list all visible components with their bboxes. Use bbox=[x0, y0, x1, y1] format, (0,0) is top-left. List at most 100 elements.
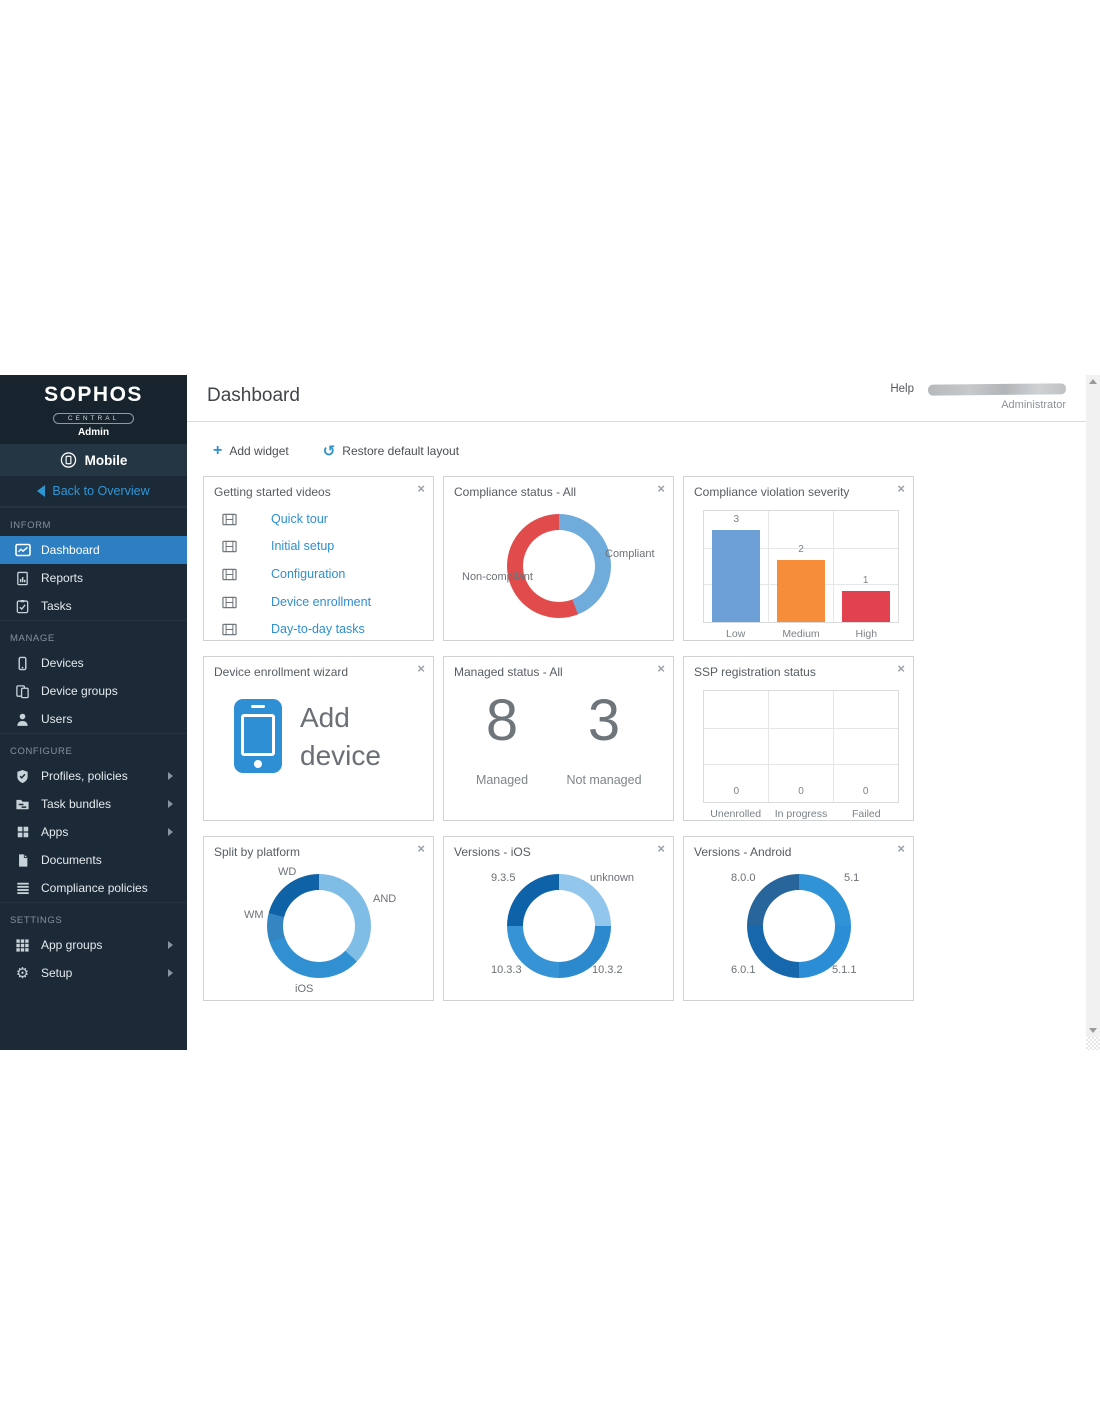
logo-text: SOPHOS bbox=[44, 383, 143, 406]
donut-label-935: 9.3.5 bbox=[491, 872, 516, 884]
widget-ssp-registration-status: SSP registration status × 0 0 0 Unenrolled… bbox=[683, 656, 914, 821]
logo-admin-label: Admin bbox=[77, 427, 110, 438]
add-widget-label: Add widget bbox=[229, 444, 289, 458]
video-link[interactable]: Quick tour bbox=[271, 512, 328, 526]
bar-column: 1 bbox=[833, 511, 898, 622]
sidebar-item-label: Profiles, policies bbox=[41, 769, 128, 783]
sidebar-item-label: Documents bbox=[41, 853, 102, 867]
chevron-right-icon bbox=[168, 969, 173, 977]
scroll-up-icon bbox=[1089, 379, 1097, 384]
video-link[interactable]: Device enrollment bbox=[271, 595, 372, 609]
close-widget-button[interactable]: × bbox=[897, 661, 905, 676]
sidebar-item-compliance-policies[interactable]: Compliance policies bbox=[0, 874, 187, 902]
bar-value-label: 0 bbox=[862, 786, 869, 797]
platform-donut-chart bbox=[267, 874, 371, 978]
add-device-button[interactable]: Add device bbox=[234, 699, 410, 775]
close-widget-button[interactable]: × bbox=[657, 481, 665, 496]
donut-label-511: 5.1.1 bbox=[832, 964, 857, 976]
donut-label-1032: 10.3.2 bbox=[592, 964, 623, 976]
add-widget-button[interactable]: + Add widget bbox=[213, 443, 289, 459]
managed-count: 8 bbox=[485, 688, 519, 753]
widget-title: Compliance violation severity bbox=[694, 485, 850, 499]
mobile-product-icon bbox=[60, 452, 77, 469]
not-managed-count: 3 bbox=[587, 688, 621, 753]
restore-label: Restore default layout bbox=[342, 444, 460, 458]
widget-grid: Getting started videos × Quick tour Init… bbox=[203, 476, 914, 1001]
sidebar-item-label: Task bundles bbox=[41, 797, 112, 811]
bar-column: 2 bbox=[769, 511, 834, 622]
video-link-row[interactable]: Initial setup bbox=[222, 536, 334, 556]
chevron-right-icon bbox=[168, 800, 173, 808]
sidebar-item-devices[interactable]: Devices bbox=[0, 649, 187, 677]
close-widget-button[interactable]: × bbox=[897, 841, 905, 856]
donut-label-unknown: unknown bbox=[590, 872, 635, 884]
page-title: Dashboard bbox=[207, 385, 300, 406]
widget-managed-status: Managed status - All × 8 3 Managed Not m… bbox=[443, 656, 674, 821]
phone-icon bbox=[234, 699, 282, 773]
video-link-row[interactable]: Day-to-day tasks bbox=[222, 619, 365, 639]
severity-bar-chart: 3 2 1 bbox=[703, 510, 899, 623]
close-widget-button[interactable]: × bbox=[657, 661, 665, 676]
sidebar-item-dashboard[interactable]: Dashboard bbox=[0, 536, 187, 564]
video-link[interactable]: Configuration bbox=[271, 567, 346, 581]
sidebar-item-apps[interactable]: Apps bbox=[0, 818, 187, 846]
sophos-logo: SOPHOS CENTRAL Admin bbox=[0, 375, 187, 444]
vertical-scrollbar[interactable] bbox=[1086, 375, 1100, 1050]
sidebar-item-label: Tasks bbox=[41, 599, 72, 613]
document-icon bbox=[14, 852, 31, 869]
sidebar-item-profiles-policies[interactable]: Profiles, policies bbox=[0, 762, 187, 790]
device-groups-icon bbox=[14, 683, 31, 700]
sidebar-item-device-groups[interactable]: Device groups bbox=[0, 677, 187, 705]
chevron-right-icon bbox=[168, 772, 173, 780]
scrollbar-corner bbox=[1086, 1037, 1100, 1050]
help-link[interactable]: Help bbox=[890, 383, 914, 395]
donut-label-wm: WM bbox=[244, 909, 264, 921]
sidebar-item-task-bundles[interactable]: Task bundles bbox=[0, 790, 187, 818]
redacted-username[interactable] bbox=[927, 382, 1067, 396]
product-name: Mobile bbox=[84, 452, 128, 468]
product-switcher-mobile[interactable]: Mobile bbox=[0, 444, 187, 476]
sidebar-item-tasks[interactable]: Tasks bbox=[0, 592, 187, 620]
section-label: MANAGE bbox=[10, 633, 55, 644]
widget-title: Managed status - All bbox=[454, 665, 563, 679]
film-icon bbox=[222, 596, 237, 609]
scroll-up-button[interactable] bbox=[1086, 375, 1100, 388]
donut-label-51: 5.1 bbox=[844, 872, 860, 884]
video-link-row[interactable]: Quick tour bbox=[222, 509, 328, 529]
ssp-category-labels: Unenrolled In progress Failed bbox=[703, 808, 899, 820]
video-link[interactable]: Initial setup bbox=[271, 539, 335, 553]
sidebar-item-documents[interactable]: Documents bbox=[0, 846, 187, 874]
close-widget-button[interactable]: × bbox=[897, 481, 905, 496]
bar-column: 0 bbox=[833, 691, 898, 802]
category-label: Low bbox=[726, 628, 746, 640]
widget-title: Getting started videos bbox=[214, 485, 331, 499]
bar-column: 0 bbox=[704, 691, 769, 802]
bar-value-label: 0 bbox=[733, 786, 740, 797]
film-icon bbox=[222, 568, 237, 581]
sidebar-item-setup[interactable]: ⚙ Setup bbox=[0, 959, 187, 987]
chevron-right-icon bbox=[168, 828, 173, 836]
undo-icon: ↺ bbox=[322, 441, 336, 460]
sidebar-item-reports[interactable]: Reports bbox=[0, 564, 187, 592]
dashboard-icon bbox=[14, 542, 31, 559]
bar bbox=[712, 529, 761, 622]
video-link-row[interactable]: Configuration bbox=[222, 564, 345, 584]
close-widget-button[interactable]: × bbox=[417, 841, 425, 856]
video-link-row[interactable]: Device enrollment bbox=[222, 592, 371, 612]
widget-title: SSP registration status bbox=[694, 665, 816, 679]
video-link[interactable]: Day-to-day tasks bbox=[271, 622, 365, 636]
close-widget-button[interactable]: × bbox=[417, 481, 425, 496]
donut-label-and: AND bbox=[373, 893, 397, 905]
ios-versions-donut-chart bbox=[507, 874, 611, 978]
sidebar-item-app-groups[interactable]: App groups bbox=[0, 931, 187, 959]
close-widget-button[interactable]: × bbox=[657, 841, 665, 856]
sidebar-item-users[interactable]: Users bbox=[0, 705, 187, 733]
plus-icon: + bbox=[213, 442, 223, 459]
restore-default-layout-button[interactable]: ↺ Restore default layout bbox=[322, 441, 460, 460]
close-widget-button[interactable]: × bbox=[417, 661, 425, 676]
category-label: Failed bbox=[852, 808, 881, 820]
widget-getting-started-videos: Getting started videos × Quick tour Init… bbox=[203, 476, 434, 641]
scroll-down-button[interactable] bbox=[1086, 1024, 1100, 1037]
back-to-overview-link[interactable]: Back to Overview bbox=[0, 476, 187, 507]
